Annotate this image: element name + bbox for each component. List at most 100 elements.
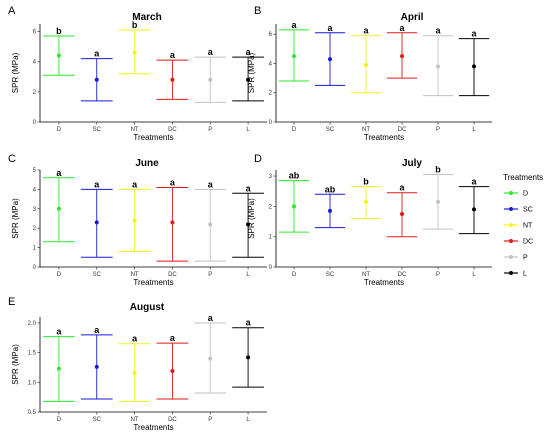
- mean-point: [208, 222, 213, 227]
- x-tick-label: SC: [326, 272, 335, 278]
- mean-point: [170, 77, 175, 82]
- error-bar-dc: a: [386, 183, 418, 238]
- mean-point: [208, 356, 213, 361]
- error-bar-l: a: [458, 29, 490, 97]
- legend-label: P: [523, 255, 528, 262]
- panel-letter: D: [254, 153, 262, 165]
- x-tick-label: DC: [398, 272, 407, 278]
- x-tick-label: SC: [93, 417, 102, 423]
- mean-point: [292, 54, 296, 59]
- legend-key-point: [509, 223, 513, 227]
- error-bar-nt: a: [118, 334, 151, 402]
- y-axis-title: SPR (MPa): [247, 52, 256, 93]
- error-bar-dc: a: [156, 50, 189, 100]
- significance-label: b: [435, 165, 441, 175]
- significance-label: a: [246, 183, 252, 193]
- x-tick-label: SC: [326, 127, 335, 133]
- y-tick-label: 4: [33, 60, 37, 66]
- x-tick-label: NT: [362, 127, 370, 133]
- mean-point: [364, 199, 368, 204]
- legend-item-d: D: [504, 191, 528, 198]
- y-tick-label: 3: [33, 207, 37, 213]
- x-tick-label: DC: [168, 127, 177, 133]
- significance-label: a: [291, 20, 297, 30]
- y-tick-label: 2: [269, 91, 273, 97]
- error-bar-p: b: [422, 165, 454, 230]
- mean-point: [328, 57, 332, 62]
- x-tick-label: D: [57, 127, 62, 133]
- significance-label: a: [363, 26, 369, 36]
- y-tick-label: 0: [33, 120, 37, 126]
- mean-point: [472, 207, 476, 212]
- legend-key-point: [509, 207, 513, 211]
- x-axis-title: Treatments: [133, 423, 173, 432]
- error-bar-p: a: [194, 313, 227, 394]
- mean-point: [94, 220, 99, 225]
- legend-label: SC: [523, 207, 533, 214]
- y-tick-label: 1.5: [28, 351, 37, 357]
- y-tick-label: 5: [33, 168, 37, 174]
- x-tick-label: P: [436, 272, 440, 278]
- y-axis-title: SPR (MPa): [11, 198, 20, 239]
- legend-key-point: [509, 255, 513, 259]
- significance-label: b: [56, 26, 62, 36]
- significance-label: a: [327, 23, 333, 33]
- error-bar-l: a: [232, 47, 264, 102]
- x-tick-label: L: [246, 272, 250, 278]
- mean-point: [292, 204, 296, 209]
- error-bar-p: a: [194, 47, 227, 103]
- x-tick-label: D: [292, 272, 297, 278]
- x-tick-label: D: [57, 417, 62, 423]
- significance-label: a: [94, 179, 100, 189]
- significance-label: a: [132, 334, 138, 344]
- legend-item-nt: NT: [504, 223, 533, 230]
- error-bar-nt: b: [118, 20, 151, 75]
- error-bar-l: a: [458, 177, 490, 235]
- x-axis-title: Treatments: [364, 278, 404, 287]
- x-tick-label: L: [246, 417, 250, 423]
- y-tick-label: 0: [269, 120, 273, 126]
- panel-letter: C: [8, 153, 16, 165]
- significance-label: a: [170, 177, 176, 187]
- x-tick-label: L: [472, 272, 476, 278]
- panel-title: June: [135, 158, 159, 169]
- y-tick-label: 0.5: [28, 410, 37, 416]
- mean-point: [132, 218, 137, 223]
- y-tick-label: 3: [269, 174, 273, 180]
- legend-label: DC: [523, 239, 533, 246]
- y-tick-label: 4: [269, 61, 273, 67]
- mean-point: [400, 211, 404, 216]
- significance-label: a: [399, 183, 405, 193]
- mean-point: [472, 64, 476, 69]
- y-tick-label: 2: [33, 226, 37, 232]
- legend-key-point: [509, 239, 513, 243]
- panel-title: July: [402, 158, 422, 169]
- error-bar-d: b: [43, 26, 75, 76]
- significance-label: ab: [289, 171, 300, 181]
- chart-panel-march: A March 0 2 4 6 D SC NT DC P L Treatments SPR (MPa) b a…: [8, 5, 267, 142]
- panel-letter: A: [8, 5, 16, 17]
- error-bar-p: a: [194, 179, 227, 262]
- mean-point: [56, 366, 61, 371]
- legend-label: L: [523, 271, 527, 278]
- significance-label: a: [94, 49, 100, 59]
- legend-item-l: L: [504, 271, 527, 278]
- y-tick-label: 0: [33, 265, 37, 271]
- error-bar-dc: a: [156, 333, 189, 400]
- error-bar-sc: a: [80, 179, 113, 258]
- error-bar-d: a: [278, 20, 310, 82]
- significance-label: a: [399, 23, 405, 33]
- error-bar-nt: b: [350, 177, 382, 219]
- chart-panel-august: E August 0.5 1.0 1.5 2.0 D SC NT DC P L Treatments SP…: [8, 296, 267, 432]
- significance-label: a: [56, 327, 62, 337]
- mean-point: [132, 50, 137, 55]
- mean-point: [132, 370, 137, 375]
- y-tick-label: 2: [269, 204, 273, 210]
- mean-point: [364, 62, 368, 67]
- y-tick-label: 1: [33, 246, 37, 252]
- error-bar-nt: a: [350, 26, 382, 94]
- x-tick-label: L: [246, 127, 250, 133]
